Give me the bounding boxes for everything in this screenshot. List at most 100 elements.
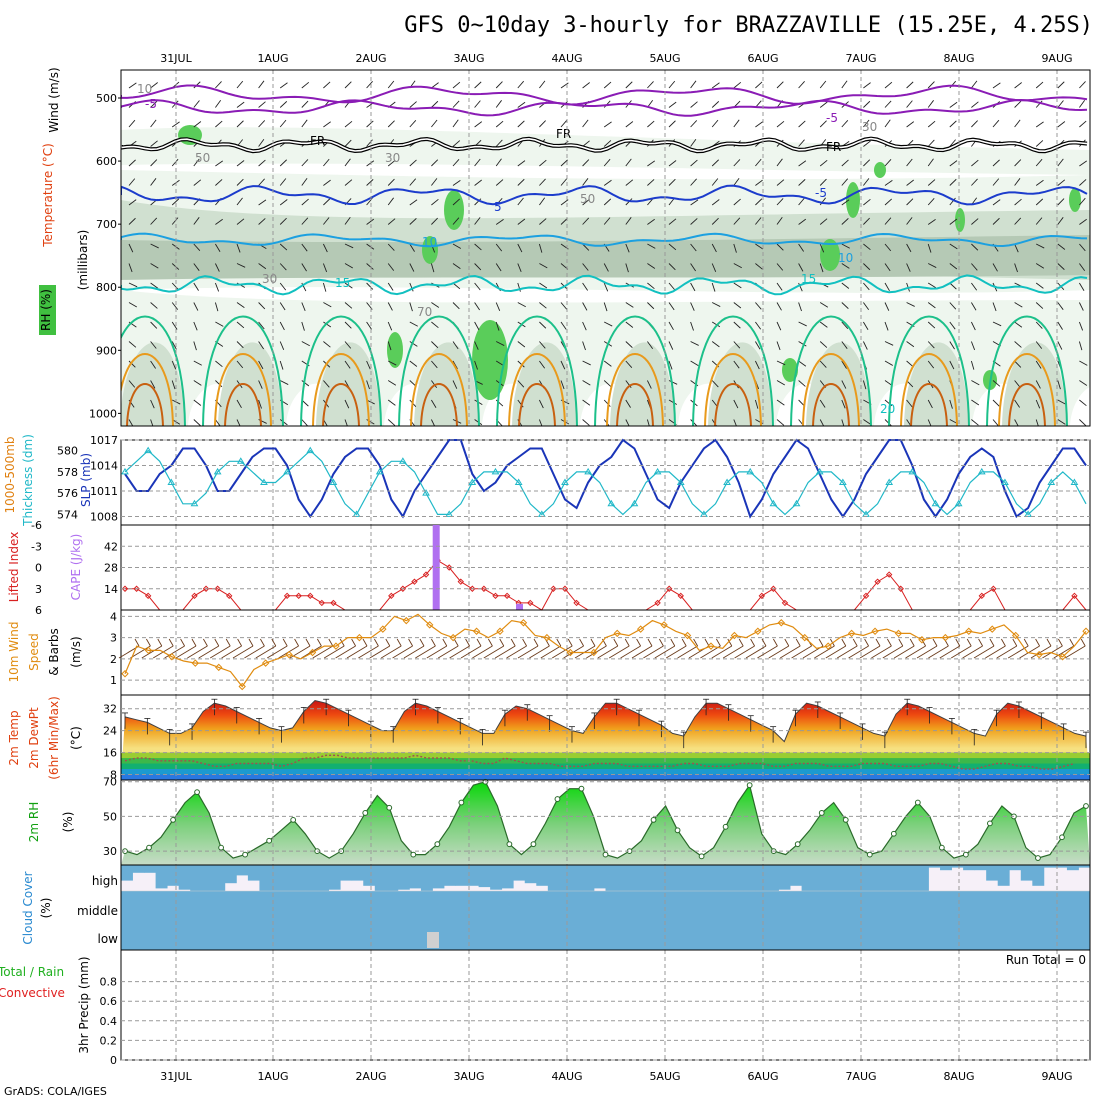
wind-barb [992,82,1001,89]
wind-barb [1035,341,1043,349]
wind-barb [323,158,330,167]
wind-barb [603,263,609,272]
wind-barb [279,243,288,251]
lifted-index-point [388,592,395,600]
wind-barb [603,81,612,89]
upper-plot-area: -5 -5 FR FR FR -5 5 10 10 15 15 20 30 30 50 50 10 30 70 [121,70,1090,426]
wind-barb [452,119,459,128]
wind-barb [949,101,958,108]
thickness-point [167,478,176,485]
wind-barb [582,321,587,331]
rh-2m-point [1083,803,1089,809]
wind-barb [690,360,699,367]
wind-barb [1014,380,1021,388]
wind-barb [859,645,881,659]
wind-barb [647,81,654,89]
lifted-index-tick: 6 [35,604,42,617]
wind-barb [949,321,956,330]
precip-panel: 0.8 0.6 0.4 0.2 0 Run Total = 0 Total / Rain Co… [0,949,1091,1067]
wind-barb [733,177,740,186]
cloud-high-bar [328,865,341,890]
wind-barb [409,120,417,128]
wind-speed-point [472,627,481,635]
freezing-level-inner [121,137,1088,153]
rh-2m-point [1035,855,1041,861]
wind-barb [150,282,159,289]
wind-tick: 2 [110,653,117,666]
wind-barb [798,139,805,147]
temp-axis-label-c: (6hr Min/Max) [47,696,61,780]
wind-barb [906,198,914,206]
lifted-index-point [874,578,881,585]
wind-barb [474,217,481,225]
wind-barb [582,82,590,89]
wind-barb [819,101,828,108]
wind-barb [884,321,889,331]
rh-diurnal-column [904,342,969,426]
wind-barb [193,380,202,386]
rh-2m-point [794,841,801,848]
wind-barb [927,198,935,206]
wind-barb [755,158,762,167]
rh-2m-point [866,851,873,858]
wind-barb-flag [510,638,516,647]
wind-barb-flag [294,638,299,647]
wind-barb [927,360,935,369]
wind-barb [1079,263,1086,272]
cloud-high-bar [121,865,133,881]
rh-2m-point [242,851,249,858]
wind-barb-flag [978,638,983,647]
wind-barb [690,199,699,206]
wind-barb [387,341,392,351]
wind-barb [1057,341,1063,350]
wind-barb [863,82,871,89]
wind-barb [893,645,915,659]
wind-barb [258,218,266,225]
thickness-point [260,478,268,485]
contour-label: 30 [385,151,400,165]
wind-barb [950,645,972,659]
wind-barb-flag [157,638,163,647]
wind-barb [884,302,890,311]
wind-barb-flag [795,638,801,647]
wind-barb [409,218,417,225]
thickness-point [723,478,731,485]
wind-barb [927,341,935,349]
wind-barb [171,341,177,350]
wind-barb [582,380,591,386]
wind-barb [971,380,980,386]
wind-barb [992,119,1000,128]
date-label-bottom: 2AUG [355,1070,386,1083]
wind-barb [927,321,936,329]
contour-label: -5 [815,186,827,200]
cloud-high-bar [732,865,745,891]
wind-barb [495,341,505,346]
wind-barb [949,282,957,290]
rh-2m-panel: 70 50 30 2m RH (%) [27,776,1091,866]
wind-barb [582,159,590,167]
wind-barb [798,302,802,312]
wind-speed-point [449,633,457,642]
wind-barb [884,282,890,292]
wind-barb [366,282,374,290]
wind-barb [863,243,871,251]
cloud-high-bar [1009,865,1022,871]
wind-barb [387,243,395,251]
wind-barb-flag [773,638,778,647]
wind-barb [387,197,394,206]
wind-barb [949,197,956,206]
wind-barb [906,399,913,408]
wind-barb [279,82,288,89]
wind-barb [668,302,675,311]
wind-barb [258,80,265,89]
wind-barb [236,341,244,349]
cloud-high-bar [1078,865,1091,868]
wind-barb [668,101,677,108]
cloud-high-bar [374,865,387,891]
lifted-index-point [399,585,407,592]
wind-barb [387,120,395,128]
wind-barb [776,419,785,426]
wind-barb [431,380,438,389]
wind-barb [366,179,374,186]
rh-2m-point [410,851,417,858]
